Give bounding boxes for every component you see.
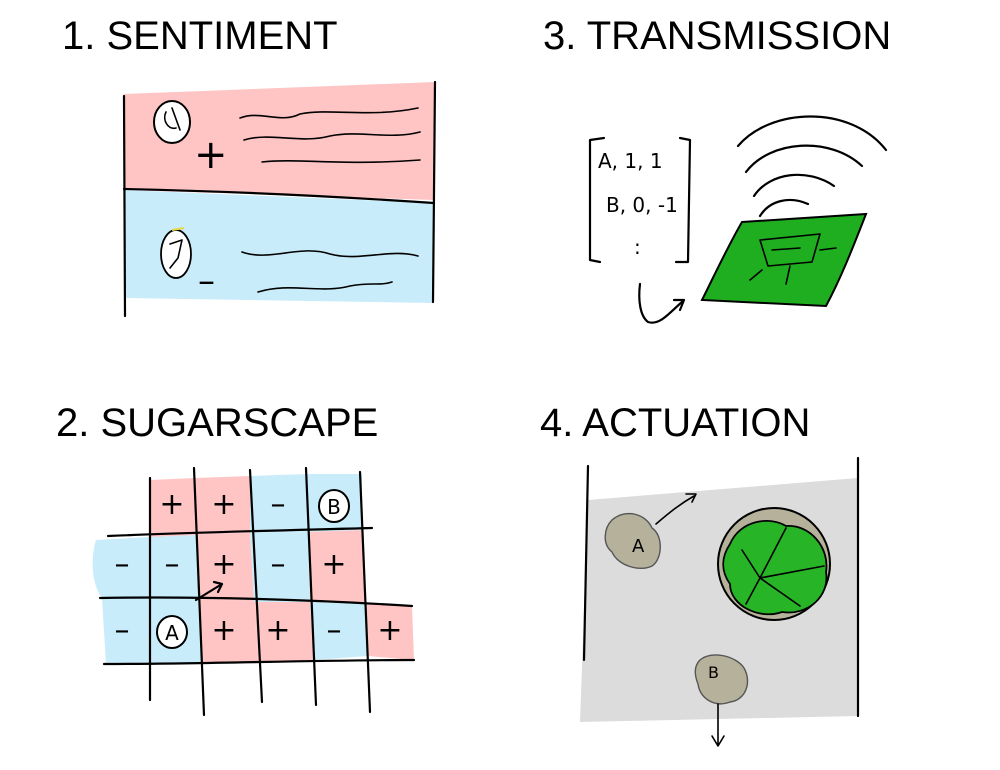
- matrix-row-3: :: [634, 235, 641, 259]
- transmission-title: 3. TRANSMISSION: [543, 14, 892, 58]
- positive-sign: +: [194, 132, 228, 178]
- sentiment-sketch: [122, 80, 437, 318]
- sugarscape-cell-label: +: [211, 547, 236, 582]
- sugarscape-cell-label: –: [165, 547, 180, 582]
- sugarscape-cell-label: +: [265, 613, 290, 648]
- positive-face-icon: [153, 100, 191, 144]
- positive-text-line: [243, 131, 421, 141]
- sugarscape-cell-label: +: [321, 547, 346, 582]
- agent-a-label: A: [632, 536, 645, 557]
- sentiment-negative-region: [124, 190, 434, 303]
- negative-face-icon: [160, 229, 192, 279]
- sentiment-positive-region: [124, 82, 435, 200]
- signal-wave-1: [758, 198, 810, 218]
- sugarscape-cell-label: –: [115, 547, 130, 582]
- circuit-board: [700, 212, 868, 308]
- sentiment-left-border: [122, 94, 127, 318]
- matrix-row-2: B, 0, -1: [606, 193, 678, 217]
- negative-sign: –: [198, 261, 215, 301]
- sugarscape-cell-label: –: [327, 613, 342, 648]
- actuation-field: [580, 478, 858, 722]
- sugarscape-cell-label: +: [159, 487, 184, 522]
- transmit-arrow: [638, 282, 686, 324]
- sugarscape-cell-label: +: [211, 613, 236, 648]
- agent-b-blob: [694, 654, 749, 705]
- actuation-title: 4. ACTUATION: [540, 401, 811, 445]
- sugarscape-cell-label: –: [271, 487, 286, 522]
- matrix-right-bracket: [674, 136, 692, 264]
- agent-b-marker: [318, 489, 350, 523]
- sugarscape-cell-label: –: [271, 547, 286, 582]
- signal-wave-4: [736, 115, 888, 152]
- signal-wave-2: [752, 173, 836, 198]
- matrix-row-1: A, 1, 1: [598, 149, 663, 173]
- positive-text-line: [239, 107, 419, 119]
- sugarscape-cell-label: B: [327, 495, 341, 519]
- plant-pot: [717, 507, 831, 621]
- sentiment-title: 1. SENTIMENT: [62, 14, 338, 58]
- positive-text-line: [261, 159, 421, 164]
- matrix-left-bracket: [588, 136, 606, 264]
- sugarscape-cell-label: A: [165, 621, 179, 645]
- agent-a-blob: [604, 512, 661, 570]
- sugarscape-cell-label: +: [211, 487, 236, 522]
- negative-text-line: [257, 281, 393, 293]
- sugarscape-title: 2. SUGARSCAPE: [56, 401, 379, 445]
- sentiment-right-border: [431, 80, 437, 304]
- sugarscape-cell-labels: + + – B– – + – +– A + + – +: [115, 487, 403, 649]
- sugarscape-cell-label: +: [377, 613, 402, 648]
- plant-leaves: [722, 519, 828, 616]
- agent-b-label: B: [708, 663, 719, 682]
- agent-a-marker: [156, 615, 188, 649]
- signal-wave-3: [744, 144, 864, 174]
- sugarscape-cell-label: –: [115, 613, 130, 648]
- sentiment-divider: [122, 187, 436, 205]
- negative-text-line: [241, 250, 419, 258]
- sugarscape-grid: [92, 466, 416, 717]
